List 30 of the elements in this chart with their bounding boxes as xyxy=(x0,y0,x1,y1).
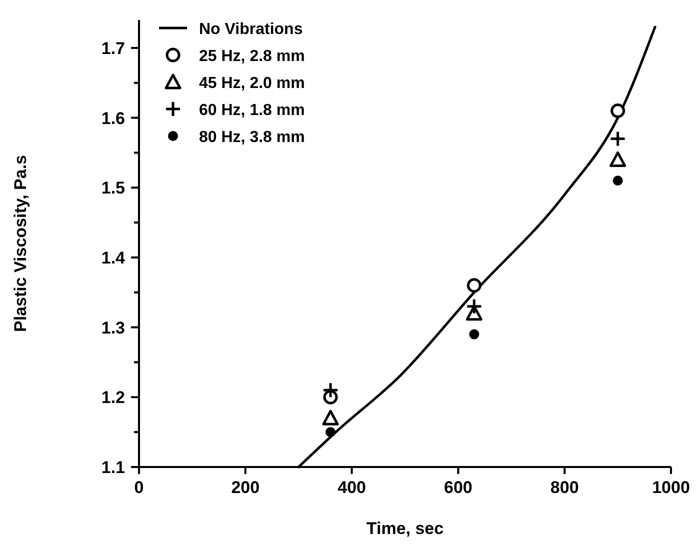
y-tick-label: 1.6 xyxy=(101,108,125,128)
point xyxy=(466,278,482,293)
y-tick-label: 1.5 xyxy=(101,178,125,198)
y-tick-label: 1.2 xyxy=(101,388,125,408)
y-tick-label: 1.4 xyxy=(101,248,126,268)
x-tick-label: 800 xyxy=(550,478,579,497)
legend-label: 80 Hz, 3.8 mm xyxy=(199,129,305,146)
x-tick-label: 1000 xyxy=(652,478,690,497)
legend-label: 60 Hz, 1.8 mm xyxy=(199,102,305,119)
point xyxy=(322,382,339,398)
point xyxy=(466,298,482,315)
y-axis-title: Plastic Viscosity, Pa.s xyxy=(11,154,30,332)
point xyxy=(322,410,339,426)
point xyxy=(610,151,626,167)
y-tick-label: 1.1 xyxy=(101,458,125,477)
point xyxy=(610,130,626,147)
y-tick-label: 1.7 xyxy=(101,38,125,58)
point xyxy=(612,176,623,186)
x-tick-label: 200 xyxy=(231,478,260,497)
point xyxy=(326,427,336,438)
point xyxy=(610,104,626,118)
legend-label: No Vibrations xyxy=(199,21,303,38)
point xyxy=(469,329,480,340)
x-tick-label: 600 xyxy=(444,478,472,497)
x-tick-label: 400 xyxy=(338,478,366,497)
x-tick-label: 0 xyxy=(134,478,144,497)
legend-label: 45 Hz, 2.0 mm xyxy=(199,75,305,92)
x-axis-title: Time, sec xyxy=(366,519,444,538)
y-tick-label: 1.3 xyxy=(101,318,125,338)
legend-label: 25 Hz, 2.8 mm xyxy=(199,48,305,65)
